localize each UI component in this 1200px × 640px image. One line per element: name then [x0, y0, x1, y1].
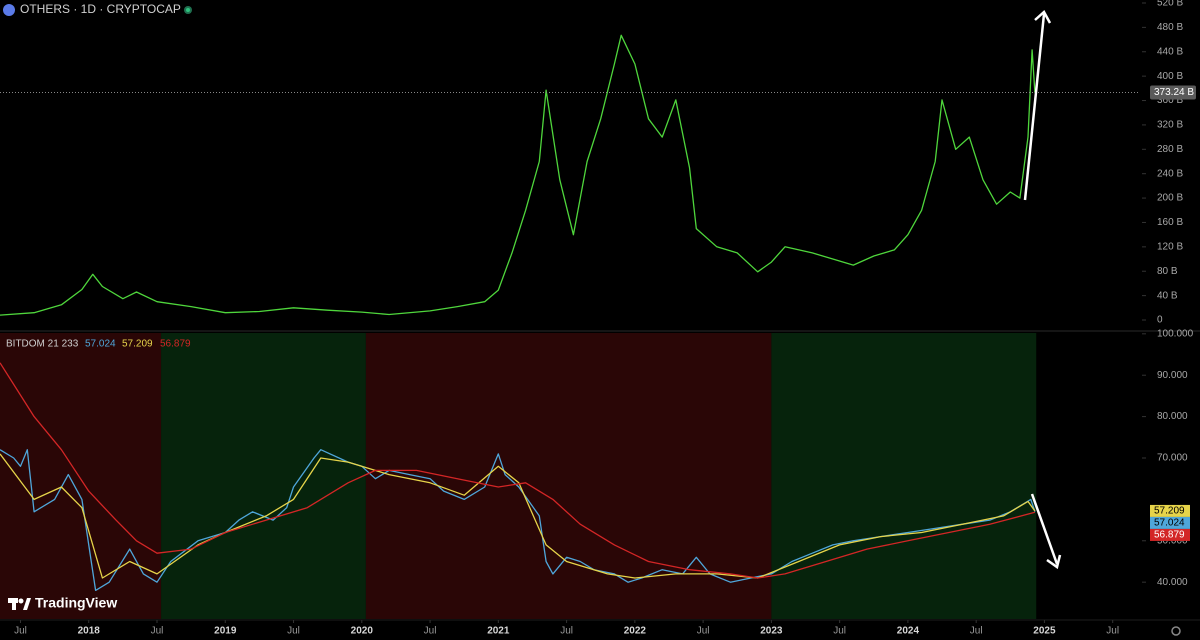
background-band: [161, 333, 366, 619]
value-tag-label: 56.879: [1154, 530, 1185, 541]
legend-value: 57.024: [85, 339, 116, 350]
y-tick-label: 360 B: [1157, 95, 1183, 106]
settings-icon[interactable]: [1171, 626, 1181, 636]
legend-value: 56.879: [160, 339, 191, 350]
x-tick-label: Jul: [151, 626, 164, 637]
value-tag: [1150, 516, 1190, 529]
x-tick-label: Jul: [287, 626, 300, 637]
price-tag: [1150, 85, 1196, 100]
value-tag: [1150, 528, 1190, 541]
x-tick-label: Jul: [970, 626, 983, 637]
y-tick-label: 320 B: [1157, 120, 1183, 131]
y-tick-label: 90.000: [1157, 370, 1188, 381]
series-line: [0, 34, 1036, 316]
x-tick-label: 2024: [897, 626, 920, 637]
x-tick-label: 2020: [351, 626, 374, 637]
x-tick-label: Jul: [14, 626, 27, 637]
arrow-down: [1030, 493, 1062, 570]
symbol-title[interactable]: OTHERS · 1D · CRYPTOCAP: [20, 2, 181, 16]
x-tick-label: Jul: [560, 626, 573, 637]
background-band: [771, 333, 1037, 619]
x-tick-label: 2021: [487, 626, 510, 637]
series-line: [0, 362, 1036, 579]
x-tick-label: 2018: [78, 626, 101, 637]
symbol-icon: [3, 4, 15, 16]
x-tick-label: Jul: [833, 626, 846, 637]
y-tick-label: 0: [1157, 315, 1163, 326]
x-tick-label: Jul: [1106, 626, 1119, 637]
legend-value: 57.209: [122, 339, 153, 350]
value-tag-label: 57.024: [1154, 518, 1185, 529]
y-tick-label: 70.000: [1157, 453, 1188, 464]
background-band: [365, 333, 772, 619]
y-tick-label: 100.000: [1157, 328, 1194, 339]
y-tick-label: 240 B: [1157, 168, 1183, 179]
x-tick-label: 2023: [760, 626, 783, 637]
value-tag-label: 57.209: [1154, 506, 1185, 517]
band-layer: [0, 333, 1037, 619]
status-dot-core: [186, 8, 190, 12]
y-tick-label: 400 B: [1157, 71, 1183, 82]
series-line: [0, 453, 1036, 579]
x-tick-label: Jul: [697, 626, 710, 637]
background-band: [0, 333, 162, 619]
logo-text: TradingView: [35, 595, 117, 611]
logo: TradingView: [8, 595, 117, 611]
series-line: [0, 449, 1036, 592]
y-tick-label: 280 B: [1157, 144, 1183, 155]
axis-layer: 0 40 B 80 B 120 B 160 B 200 B 240 B 280 B 320 B 3…: [6, 0, 1196, 637]
x-tick-label: 2019: [214, 626, 237, 637]
y-tick-label: 80 B: [1157, 266, 1178, 277]
y-tick-label: 200 B: [1157, 193, 1183, 204]
price-tag-label: 373.24 B: [1154, 87, 1194, 98]
x-tick-label: 2022: [624, 626, 647, 637]
x-tick-label: 2025: [1033, 626, 1056, 637]
y-tick-label: 520 B: [1157, 0, 1183, 9]
line-layer: [0, 34, 1140, 592]
y-tick-label: 440 B: [1157, 46, 1183, 57]
y-tick-label: 480 B: [1157, 22, 1183, 33]
y-tick-label: 40 B: [1157, 290, 1178, 301]
x-tick-label: Jul: [424, 626, 437, 637]
y-tick-label: 120 B: [1157, 241, 1183, 252]
y-tick-label: 160 B: [1157, 217, 1183, 228]
arrow-up: [1023, 10, 1052, 201]
y-tick-label: 80.000: [1157, 411, 1188, 422]
indicator-label: BITDOM 21 233: [6, 339, 79, 350]
y-tick-label: 40.000: [1157, 577, 1188, 588]
value-tag: [1150, 504, 1190, 517]
